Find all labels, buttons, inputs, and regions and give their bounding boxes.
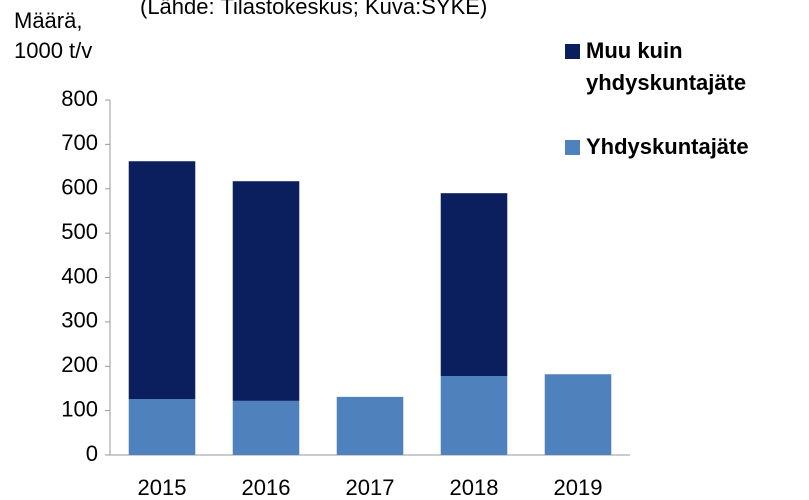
legend-swatch: [565, 140, 580, 155]
bar-segment: [440, 193, 508, 377]
legend-label: Muu kuin yhdyskuntajäte: [586, 38, 746, 95]
chart-subtitle: (Lähde: Tilastokeskus; Kuva:SYKE): [140, 0, 487, 19]
y-axis-label: Määrä,: [14, 8, 82, 33]
y-tick-label: 600: [61, 175, 98, 200]
y-tick-label: 800: [61, 86, 98, 111]
y-tick-label: 300: [61, 308, 98, 333]
legend-label: Yhdyskuntajäte: [586, 134, 749, 159]
y-tick-label: 200: [61, 352, 98, 377]
bar-segment: [440, 376, 508, 455]
bar-segment: [544, 374, 612, 455]
y-tick-label: 0: [86, 441, 98, 466]
bar-segment: [232, 181, 300, 401]
x-tick-label: 2019: [554, 475, 603, 500]
legend-swatch: [565, 44, 580, 59]
bar-segment: [128, 399, 196, 455]
bar-segment: [128, 161, 196, 400]
y-tick-label: 500: [61, 219, 98, 244]
y-tick-label: 100: [61, 396, 98, 421]
x-tick-label: 2018: [450, 475, 499, 500]
x-tick-label: 2015: [138, 475, 187, 500]
bar-segment: [232, 400, 300, 455]
bar-segment: [336, 396, 404, 455]
y-tick-label: 400: [61, 263, 98, 288]
y-axis-label: 1000 t/v: [14, 38, 92, 63]
x-tick-label: 2016: [242, 475, 291, 500]
y-tick-label: 700: [61, 130, 98, 155]
x-tick-label: 2017: [346, 475, 395, 500]
